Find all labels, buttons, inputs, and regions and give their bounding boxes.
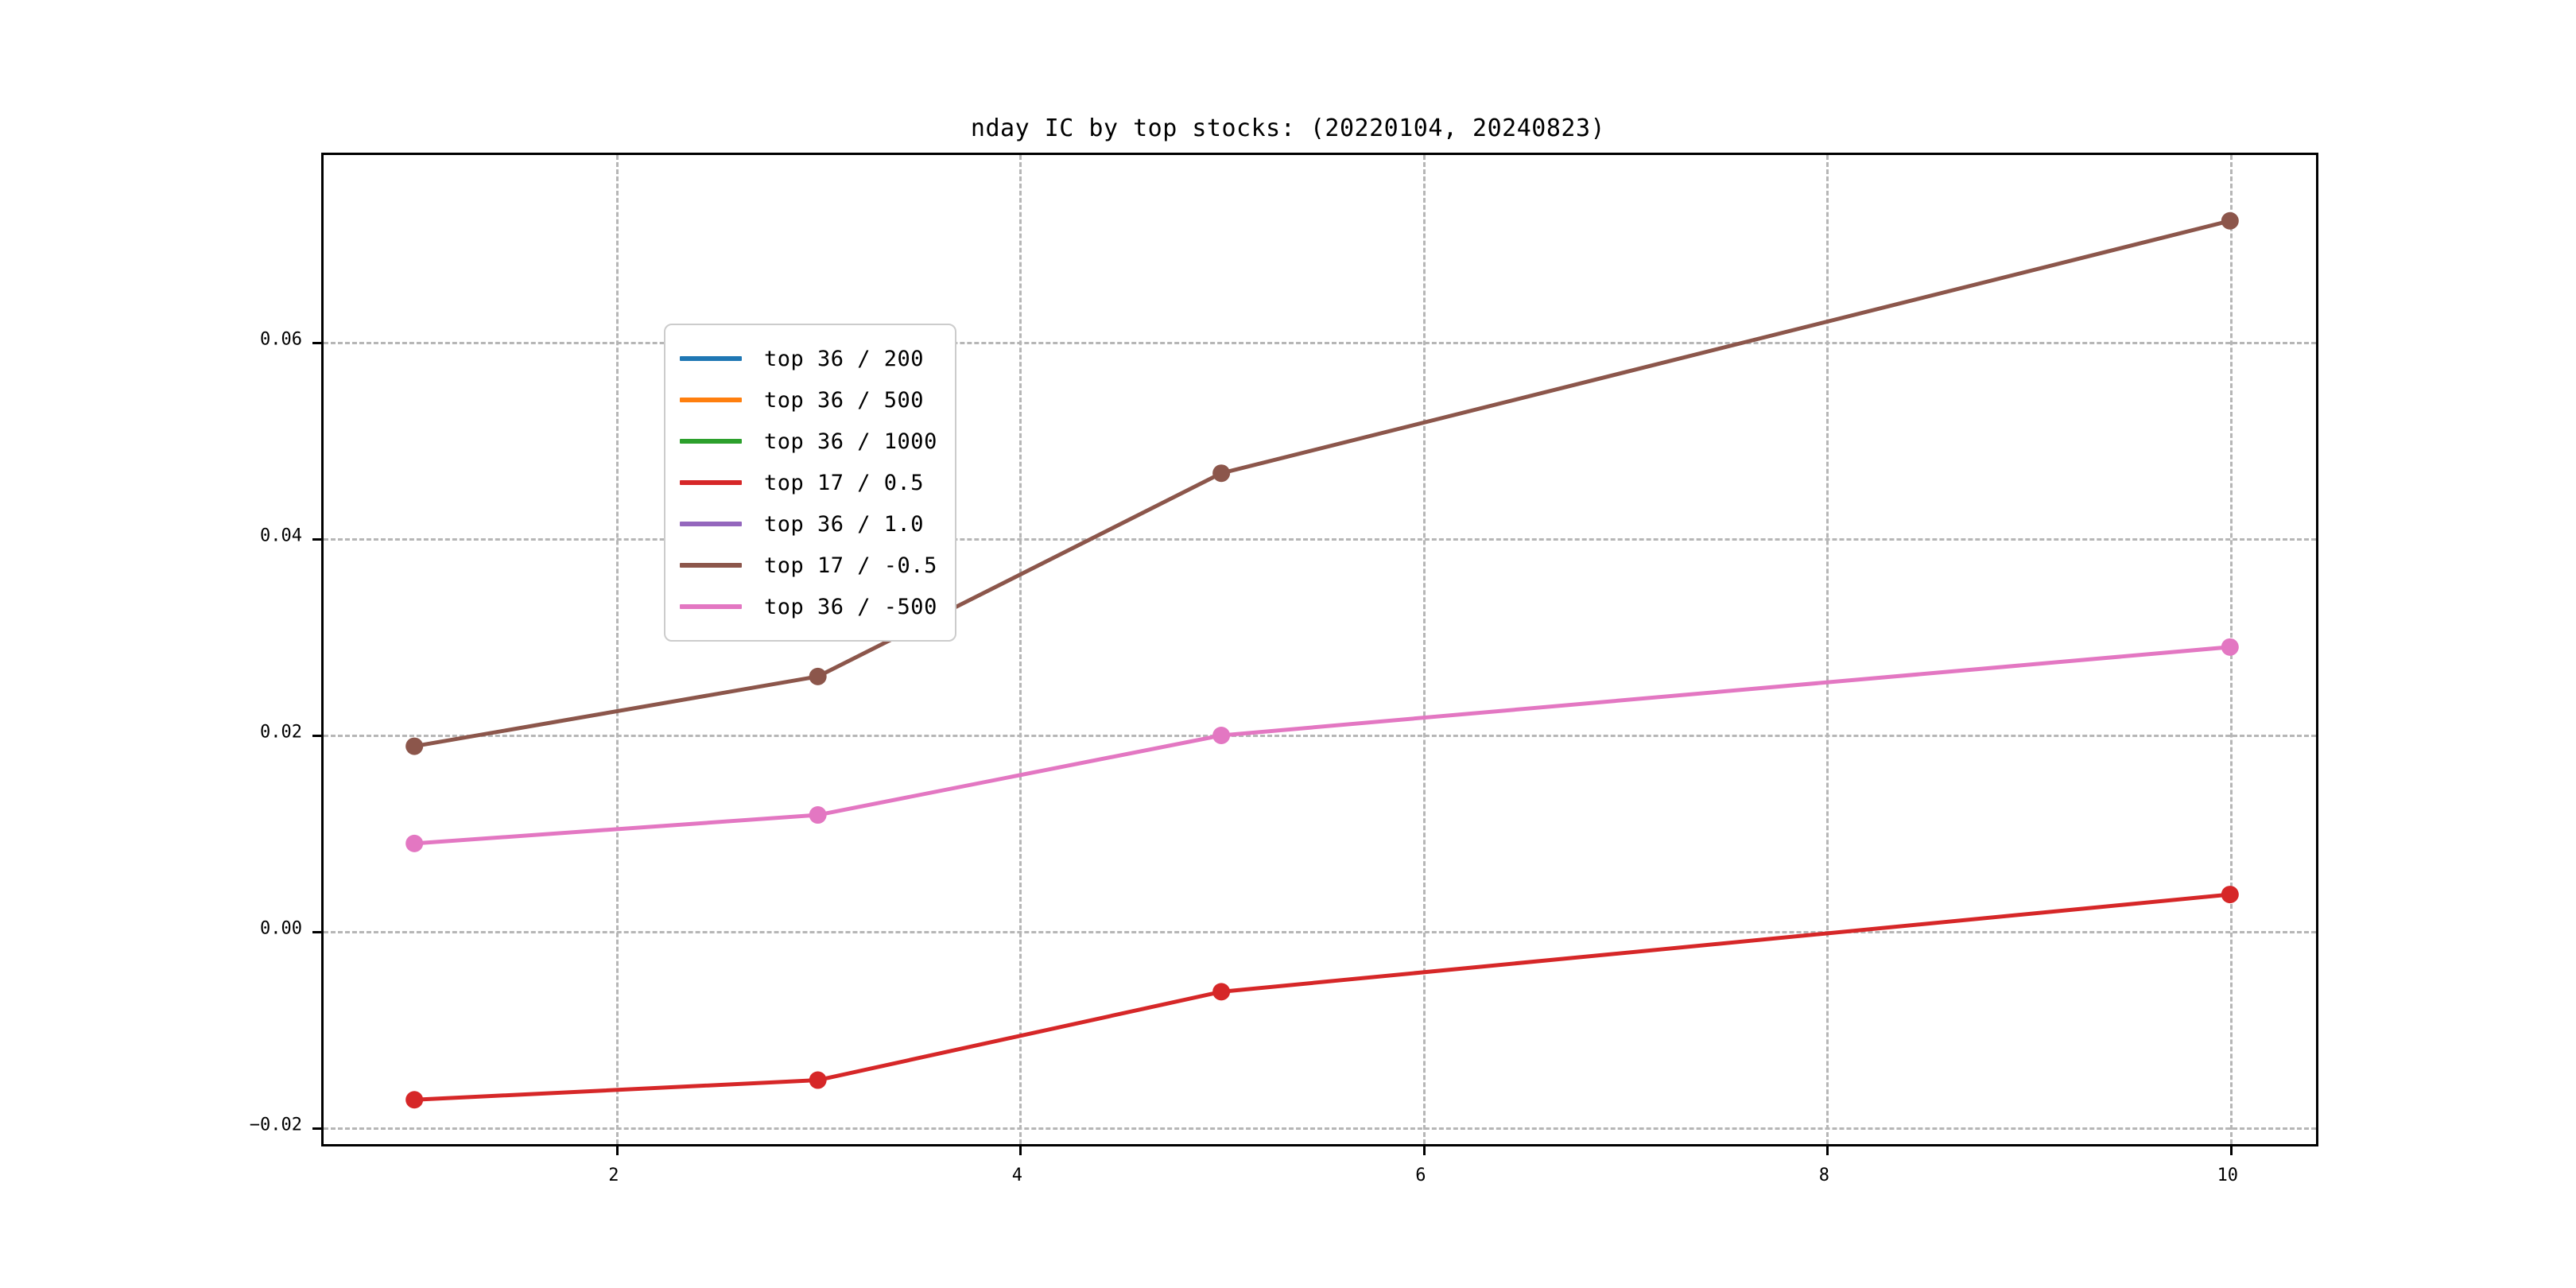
legend-item[interactable]: top 36 / 1000 [680,421,937,462]
data-point-marker [809,667,827,685]
data-point-marker [809,1071,827,1089]
data-point-marker [2221,638,2239,656]
legend-item[interactable]: top 36 / 1.0 [680,503,937,545]
legend-color-swatch-icon [680,563,742,568]
y-tick-label: −0.02 [249,1115,302,1135]
data-point-marker [1212,464,1231,483]
data-point-marker [405,834,424,852]
legend-item[interactable]: top 36 / 500 [680,379,937,421]
legend-item-label: top 17 / -0.5 [764,553,937,578]
y-tick-mark [312,1127,324,1130]
x-tick-label: 6 [1415,1166,1426,1185]
data-point-marker [1212,983,1231,1001]
data-point-marker [809,806,827,824]
legend-color-swatch-icon [680,480,742,485]
series-line [412,892,2233,1102]
legend-color-swatch-icon [680,522,742,526]
series-top-17-0-5 [405,886,2239,1109]
x-tick-mark [1019,1144,1022,1155]
series-line [412,219,2233,749]
series-line [412,645,2233,846]
series-top-36-500 [405,638,2239,852]
legend-item-label: top 36 / 200 [764,346,925,371]
y-tick-label: 0.04 [260,526,302,546]
y-tick-mark [312,734,324,737]
legend-color-swatch-icon [680,604,742,609]
data-point-marker [405,1091,424,1109]
data-point-marker [405,737,424,755]
x-tick-label: 10 [2217,1166,2239,1185]
y-tick-label: 0.06 [260,329,302,350]
legend-item[interactable]: top 36 / -500 [680,586,937,627]
x-tick-mark [2229,1144,2233,1155]
legend-color-swatch-icon [680,439,742,444]
series-layer [405,211,2239,1109]
legend: top 36 / 200 top 36 / 500 top 36 / 1000 top… [664,324,956,642]
x-tick-mark [1422,1144,1426,1155]
legend-color-swatch-icon [680,356,742,361]
y-tick-mark [312,537,324,541]
x-tick-label: 2 [608,1166,619,1185]
legend-item-label: top 36 / -500 [764,594,937,619]
legend-item-label: top 36 / 500 [764,387,925,413]
x-tick-label: 4 [1011,1166,1023,1185]
x-tick-label: 8 [1818,1166,1829,1185]
data-point-marker [2221,211,2239,230]
y-tick-label: 0.00 [260,918,302,939]
legend-item[interactable]: top 17 / 0.5 [680,462,937,503]
y-tick-label: 0.02 [260,722,302,743]
x-tick-mark [615,1144,619,1155]
y-tick-mark [312,930,324,933]
data-point-marker [2221,886,2239,904]
legend-item[interactable]: top 36 / 200 [680,338,937,379]
x-tick-mark [1826,1144,1829,1155]
legend-item-label: top 36 / 1000 [764,429,937,454]
y-tick-mark [312,341,324,344]
data-point-marker [1212,726,1231,744]
page-title: nday IC by top stocks: (20220104, 202408… [970,114,1606,142]
y-axis-tick-labels: 0.06 0.04 0.02 0.00 −0.02 [0,153,321,1146]
legend-color-swatch-icon [680,398,742,402]
legend-item[interactable]: top 17 / -0.5 [680,545,937,586]
series-top-17-0-5 [405,211,2239,755]
legend-item-label: top 17 / 0.5 [764,470,925,495]
plot-area: top 36 / 200 top 36 / 500 top 36 / 1000 top… [312,153,2318,1155]
legend-item-label: top 36 / 1.0 [764,511,925,537]
